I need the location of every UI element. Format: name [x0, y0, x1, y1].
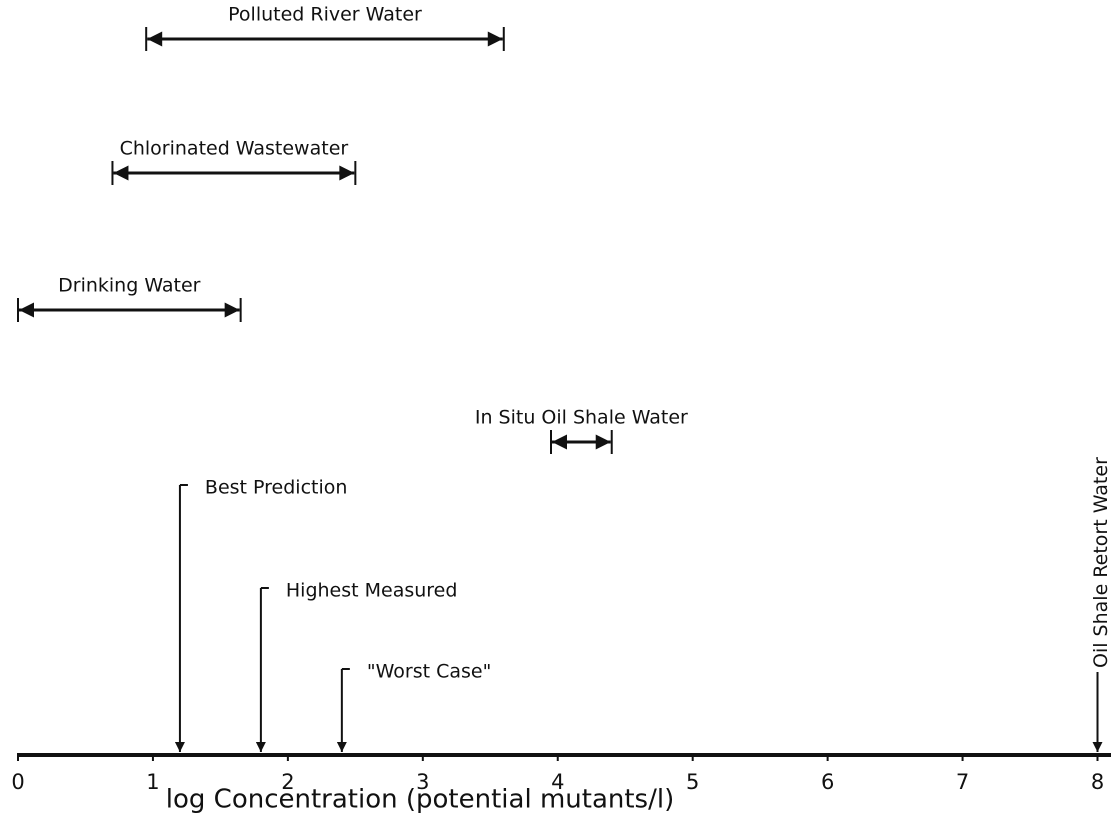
- range-label: Chlorinated Wastewater: [120, 138, 349, 160]
- x-tick-label: 4: [551, 770, 564, 794]
- range-label: Polluted River Water: [228, 4, 422, 26]
- range-label: In Situ Oil Shale Water: [475, 407, 688, 429]
- x-tick-label: 7: [956, 770, 969, 794]
- marker-label: Best Prediction: [205, 477, 347, 499]
- marker-label: Oil Shale Retort Water: [1090, 457, 1112, 668]
- marker-label: Highest Measured: [286, 580, 458, 602]
- x-tick-label: 0: [11, 770, 24, 794]
- range-label: Drinking Water: [58, 275, 201, 297]
- x-tick-label: 3: [416, 770, 429, 794]
- x-axis-title: log Concentration (potential mutants/l): [166, 785, 674, 814]
- x-tick-label: 6: [821, 770, 834, 794]
- marker-label: "Worst Case": [367, 661, 491, 683]
- x-tick-label: 5: [686, 770, 699, 794]
- x-tick-label: 8: [1091, 770, 1104, 794]
- x-tick-label: 2: [281, 770, 294, 794]
- x-tick-label: 1: [146, 770, 159, 794]
